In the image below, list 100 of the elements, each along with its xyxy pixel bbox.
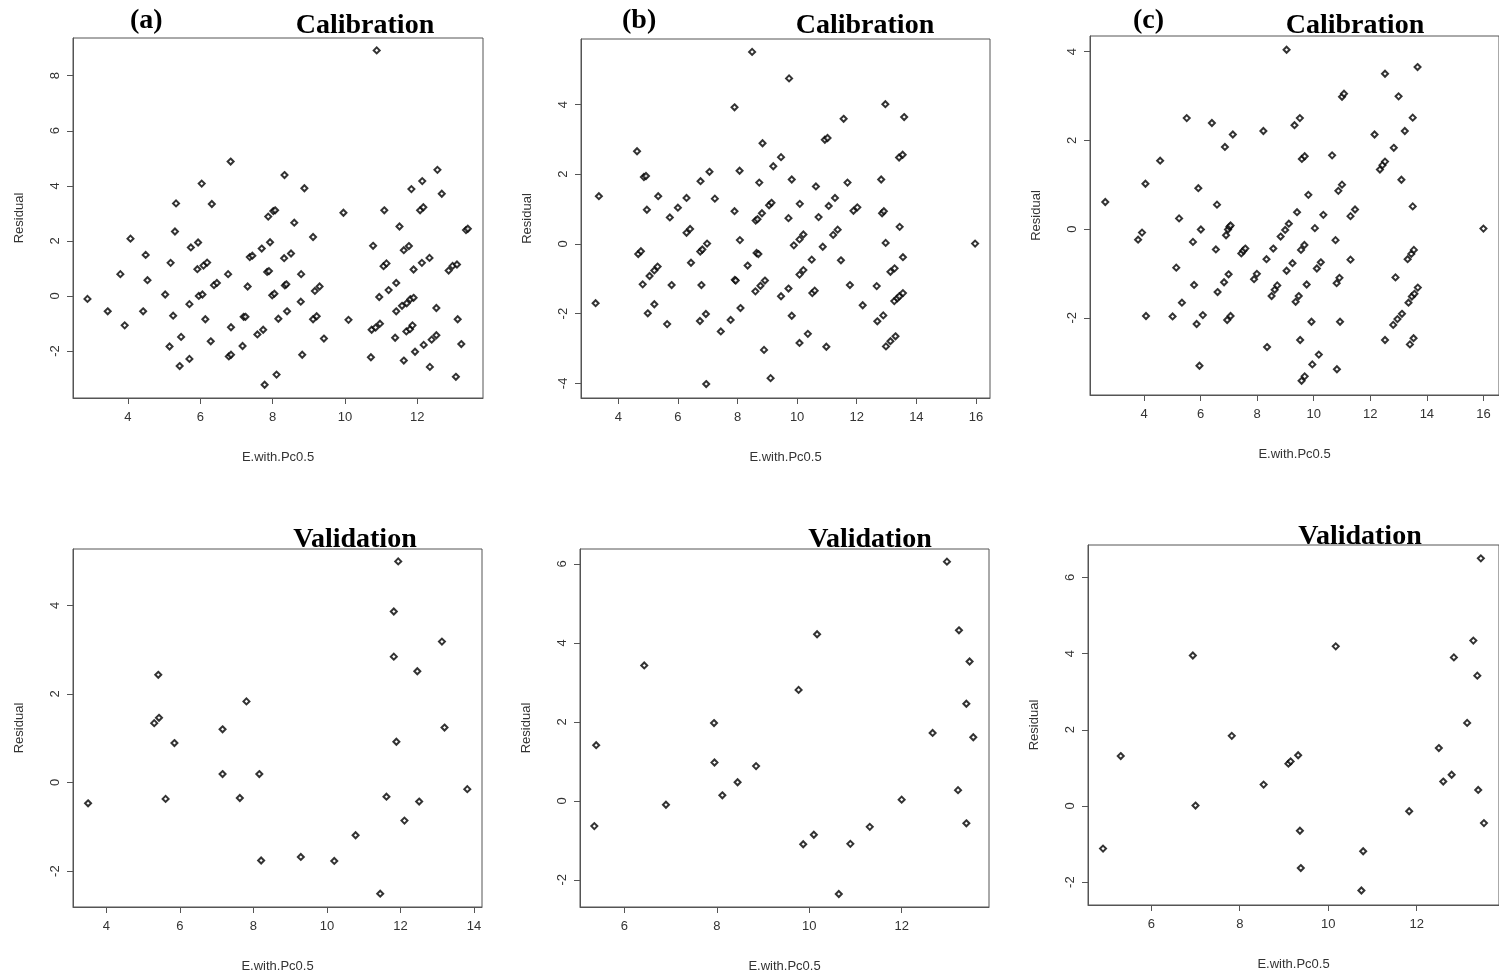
x-tick-label: 4	[614, 409, 622, 424]
x-tick-label: 6	[176, 918, 184, 933]
x-tick-label: 6	[674, 409, 682, 424]
point	[592, 741, 601, 750]
y-tick-label: -2	[555, 307, 570, 320]
x-tick-label: 6	[196, 409, 204, 424]
y-axis-title: Residual	[11, 192, 26, 244]
y-tick-label: 0	[47, 292, 62, 300]
point	[590, 822, 599, 831]
point	[235, 794, 244, 803]
y-axis-title: Residual	[519, 193, 534, 244]
point	[1439, 777, 1448, 786]
point	[897, 795, 906, 804]
point	[1476, 554, 1485, 563]
y-tick-label: -2	[1064, 312, 1079, 324]
point	[150, 719, 159, 728]
y-tick-label: -2	[554, 873, 569, 886]
y-tick-label: 0	[1062, 802, 1077, 810]
point	[1259, 780, 1268, 789]
point	[389, 607, 398, 616]
x-tick-label: 4	[124, 409, 132, 424]
point	[1116, 752, 1125, 761]
y-tick-label: 4	[555, 100, 570, 109]
point	[1447, 770, 1456, 779]
point	[440, 723, 449, 732]
point	[413, 667, 422, 676]
x-tick-label: 6	[620, 918, 628, 933]
point	[1463, 718, 1472, 727]
point	[1357, 886, 1366, 895]
point	[1434, 744, 1443, 753]
point	[962, 819, 971, 828]
point	[1294, 751, 1303, 760]
point	[813, 630, 822, 639]
point	[1479, 819, 1488, 828]
point	[962, 699, 971, 708]
x-tick-label: 4	[102, 918, 111, 933]
y-tick-label: 6	[554, 560, 569, 568]
point	[1469, 636, 1478, 645]
x-tick-label: 10	[319, 918, 335, 933]
point	[154, 713, 163, 722]
point	[1331, 642, 1340, 651]
point	[865, 822, 874, 831]
x-tick-label: 8	[249, 918, 258, 933]
point	[392, 737, 401, 746]
x-tick-label: 12	[849, 409, 864, 424]
x-axis-title: E.with.Pc0.5	[749, 449, 822, 464]
x-tick-label: 12	[393, 918, 408, 933]
chart-title: Validation	[1298, 518, 1423, 550]
point	[942, 557, 951, 566]
point	[1296, 864, 1305, 873]
x-tick-label: 12	[1363, 406, 1378, 421]
x-tick-label: 14	[909, 409, 924, 424]
point	[954, 626, 963, 635]
chart-title: Validation	[808, 521, 933, 553]
y-tick-label: 6	[47, 127, 62, 135]
y-axis-title: Residual	[1026, 699, 1041, 751]
point	[661, 800, 670, 809]
x-tick-label: 12	[1409, 916, 1424, 931]
point	[1473, 671, 1482, 680]
point	[84, 799, 93, 808]
x-tick-label: 12	[894, 918, 909, 933]
text: (b)	[621, 2, 657, 34]
point	[376, 889, 385, 898]
y-tick-label: -2	[47, 865, 62, 877]
point	[799, 840, 808, 849]
x-tick-label: 12	[409, 409, 425, 424]
x-axis-title: E.with.Pc0.5	[748, 958, 821, 973]
y-axis-title: Residual	[11, 702, 26, 754]
y-tick-label: 0	[554, 797, 569, 805]
point	[928, 728, 937, 737]
y-tick-label: 4	[554, 639, 569, 647]
point	[330, 856, 339, 865]
y-tick-label: 0	[47, 778, 62, 787]
y-tick-label: 0	[555, 240, 570, 248]
y-tick-label: 4	[47, 601, 62, 609]
point	[809, 830, 818, 839]
y-tick-label: 4	[1062, 649, 1077, 658]
point	[718, 791, 727, 800]
x-tick-label: 14	[466, 918, 482, 933]
point	[640, 661, 649, 670]
x-tick-label: 10	[337, 409, 353, 424]
chart-title: Validation	[293, 521, 418, 553]
point	[394, 557, 403, 566]
x-tick-label: 10	[1320, 916, 1336, 931]
x-tick-label: 10	[789, 409, 805, 424]
y-tick-label: 2	[554, 718, 569, 726]
point	[1191, 801, 1200, 810]
y-tick-label: 6	[1062, 573, 1077, 581]
x-tick-label: 8	[733, 409, 742, 424]
point	[752, 762, 761, 771]
y-axis-title: Residual	[1028, 190, 1043, 241]
point	[415, 797, 424, 806]
x-tick-label: 6	[1147, 916, 1155, 931]
x-tick-label: 8	[1253, 406, 1261, 421]
y-tick-label: -2	[47, 345, 62, 357]
point	[1227, 731, 1236, 740]
y-tick-label: 4	[47, 182, 62, 190]
point	[255, 770, 264, 779]
point	[710, 758, 719, 767]
point	[437, 637, 446, 646]
